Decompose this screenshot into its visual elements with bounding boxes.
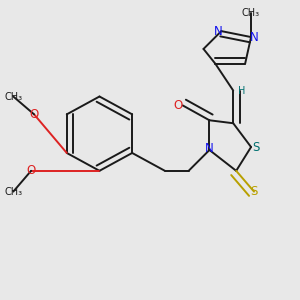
Text: O: O <box>174 99 183 112</box>
Text: O: O <box>29 108 39 121</box>
Text: CH₃: CH₃ <box>4 92 22 101</box>
Text: N: N <box>250 31 258 44</box>
Text: CH₃: CH₃ <box>242 8 260 18</box>
Text: CH₃: CH₃ <box>4 187 22 196</box>
Text: N: N <box>214 25 223 38</box>
Text: S: S <box>250 185 258 198</box>
Text: N: N <box>205 142 214 155</box>
Text: O: O <box>26 164 36 177</box>
Text: H: H <box>238 85 245 96</box>
Text: S: S <box>252 140 259 154</box>
